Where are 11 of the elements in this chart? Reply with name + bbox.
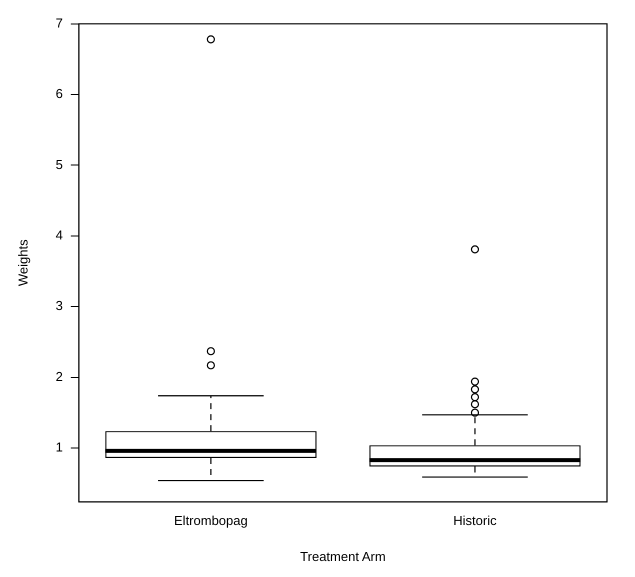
y-tick-label: 7 (56, 15, 63, 30)
y-tick-label: 1 (56, 440, 63, 455)
y-tick-label: 6 (56, 86, 63, 102)
x-axis-title: Treatment Arm (300, 548, 386, 564)
y-tick-label: 3 (56, 298, 63, 314)
y-tick-label: 2 (56, 368, 63, 384)
y-tick-label: 5 (56, 156, 63, 172)
y-tick-label: 4 (56, 228, 63, 243)
x-tick-label: Historic (453, 513, 498, 528)
x-tick-label: Eltrombopag (174, 513, 248, 528)
y-axis-title: Weights (15, 238, 30, 286)
